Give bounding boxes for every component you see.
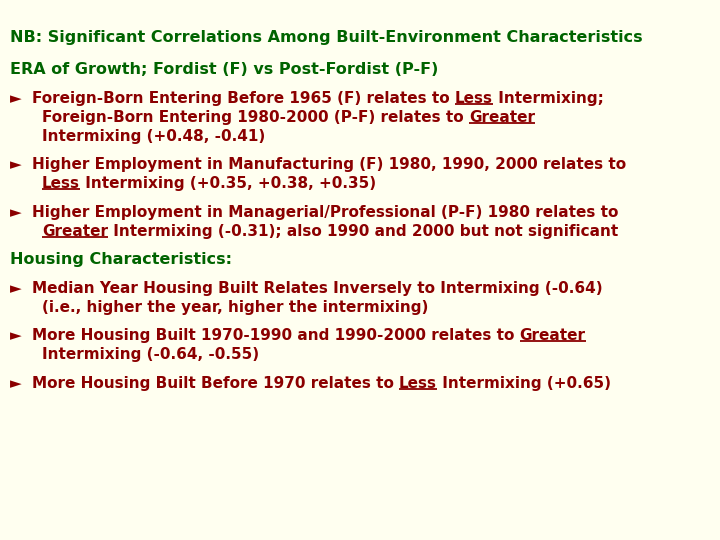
Text: Intermixing (+0.48, -0.41): Intermixing (+0.48, -0.41) xyxy=(42,129,265,144)
Text: Less: Less xyxy=(455,91,493,106)
Text: ►: ► xyxy=(10,91,22,106)
Text: More Housing Built Before 1970 relates to: More Housing Built Before 1970 relates t… xyxy=(32,376,399,391)
Text: NB: Significant Correlations Among Built-Environment Characteristics: NB: Significant Correlations Among Built… xyxy=(10,30,643,45)
Text: Intermixing (-0.64, -0.55): Intermixing (-0.64, -0.55) xyxy=(42,347,259,362)
Text: ►: ► xyxy=(10,328,22,343)
Text: Greater: Greater xyxy=(42,224,108,239)
Text: Intermixing (-0.31); also 1990 and 2000 but not significant: Intermixing (-0.31); also 1990 and 2000 … xyxy=(108,224,618,239)
Text: Greater: Greater xyxy=(469,110,535,125)
Text: Intermixing;: Intermixing; xyxy=(493,91,604,106)
Text: Less: Less xyxy=(399,376,437,391)
Text: Higher Employment in Managerial/Professional (P-F) 1980 relates to: Higher Employment in Managerial/Professi… xyxy=(32,205,618,220)
Text: More Housing Built 1970-1990 and 1990-2000 relates to: More Housing Built 1970-1990 and 1990-20… xyxy=(32,328,520,343)
Text: Intermixing (+0.35, +0.38, +0.35): Intermixing (+0.35, +0.38, +0.35) xyxy=(80,176,376,191)
Text: Median Year Housing Built Relates Inversely to Intermixing (-0.64): Median Year Housing Built Relates Invers… xyxy=(32,281,603,296)
Text: Housing Characteristics:: Housing Characteristics: xyxy=(10,252,232,267)
Text: ►: ► xyxy=(10,157,22,172)
Text: ►: ► xyxy=(10,281,22,296)
Text: ►: ► xyxy=(10,376,22,391)
Text: Foreign-Born Entering 1980-2000 (P-F) relates to: Foreign-Born Entering 1980-2000 (P-F) re… xyxy=(42,110,469,125)
Text: ERA of Growth; Fordist (F) vs Post-Fordist (P-F): ERA of Growth; Fordist (F) vs Post-Fordi… xyxy=(10,62,438,77)
Text: ►: ► xyxy=(10,205,22,220)
Text: Foreign-Born Entering Before 1965 (F) relates to: Foreign-Born Entering Before 1965 (F) re… xyxy=(32,91,455,106)
Text: Greater: Greater xyxy=(520,328,585,343)
Text: (i.e., higher the year, higher the intermixing): (i.e., higher the year, higher the inter… xyxy=(42,300,428,315)
Text: Higher Employment in Manufacturing (F) 1980, 1990, 2000 relates to: Higher Employment in Manufacturing (F) 1… xyxy=(32,157,626,172)
Text: Less: Less xyxy=(42,176,80,191)
Text: Intermixing (+0.65): Intermixing (+0.65) xyxy=(437,376,611,391)
